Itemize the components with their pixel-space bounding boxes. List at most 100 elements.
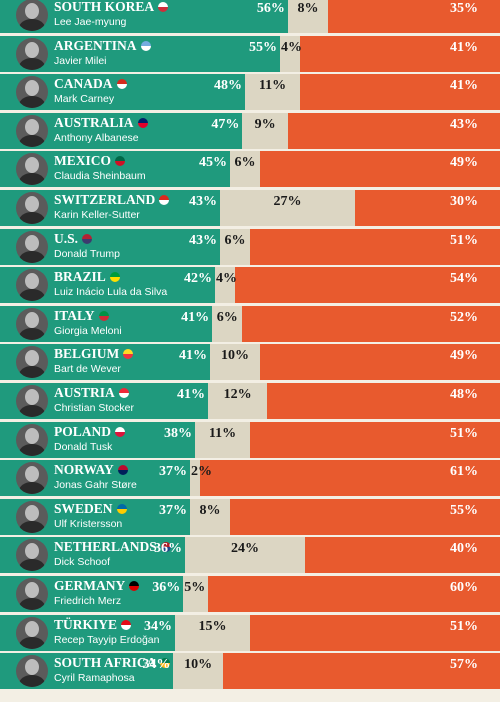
disapprove-value: 30% [450, 194, 478, 209]
chart-row: NORWAY Jonas Gahr Støre 37% 2% 61% [0, 460, 500, 497]
disapprove-bar [230, 498, 500, 535]
leader-avatar [16, 37, 48, 70]
leader-name: Dick Schoof [54, 556, 111, 569]
flag-icon [115, 426, 125, 437]
avatar-head [25, 118, 39, 135]
approve-value: 37% [159, 464, 187, 480]
neutral-value: 9% [254, 116, 276, 132]
country-label: CANADA [54, 76, 127, 92]
neutral-value: 10% [221, 348, 249, 364]
flag-icon [116, 503, 127, 514]
leader-avatar [16, 76, 48, 109]
neutral-bar [175, 614, 250, 651]
country-label: SOUTH KOREA [54, 0, 169, 15]
neutral-value: 6% [224, 232, 246, 248]
flag-icon [117, 465, 128, 476]
country-name: ARGENTINA [54, 37, 137, 53]
avatar-shoulders [19, 57, 45, 70]
avatar-head [25, 80, 39, 97]
chart-row: SOUTH KOREA Lee Jae-myung 56% 8% 35% [0, 0, 500, 33]
country-name: BRAZIL [54, 269, 106, 285]
flag-icon [116, 79, 127, 90]
disapprove-bar [250, 614, 500, 651]
neutral-value: 8% [297, 1, 319, 16]
disapprove-bar [222, 653, 500, 690]
disapprove-value: 51% [450, 425, 478, 441]
country-name: ITALY [54, 307, 95, 323]
leader-name: Claudia Sheinbaum [54, 170, 146, 183]
avatar-shoulders [19, 96, 45, 109]
avatar-head [25, 620, 39, 637]
neutral-bar [185, 537, 305, 574]
leader-name: Cyril Ramaphosa [54, 672, 135, 685]
neutral-bar [215, 267, 235, 304]
approve-value: 41% [176, 387, 205, 402]
neutral-bar [230, 151, 260, 188]
approve-value: 47% [211, 116, 240, 132]
country-label: GERMANY [54, 578, 140, 594]
neutral-bar [220, 190, 355, 226]
neutral-bar [173, 653, 223, 690]
approve-value: 41% [179, 348, 207, 364]
leader-avatar [16, 655, 48, 688]
approve-value: 55% [249, 39, 277, 55]
chart-row: MEXICO Claudia Sheinbaum 45% 6% 49% [0, 151, 500, 188]
country-name: BELGIUM [54, 346, 120, 362]
leader-avatar [16, 307, 48, 340]
leader-name: Anthony Albanese [54, 131, 139, 144]
chart-row: SWITZERLAND Karin Keller-Sutter 43% 27% 30% [0, 190, 500, 226]
disapprove-bar [267, 383, 500, 419]
country-label: TÜRKIYE [54, 617, 132, 633]
disapprove-value: 60% [450, 580, 478, 595]
disapprove-bar [300, 35, 500, 72]
neutral-bar [195, 421, 250, 458]
leader-name: Ulf Kristersson [54, 517, 123, 530]
disapprove-bar [207, 576, 500, 612]
disapprove-bar [355, 190, 500, 226]
chart-row: AUSTRIA Christian Stocker 41% 12% 48% [0, 383, 500, 419]
country-label: NORWAY [54, 462, 128, 478]
flag-icon [158, 2, 169, 12]
flag-icon [160, 658, 171, 669]
disapprove-bar [260, 344, 500, 381]
country-name: MEXICO [54, 153, 111, 169]
approve-value: 38% [164, 425, 192, 441]
avatar-shoulders [19, 598, 45, 610]
neutral-value: 5% [184, 580, 206, 595]
avatar-head [25, 157, 39, 174]
country-name: NORWAY [54, 462, 114, 478]
disapprove-value: 57% [450, 657, 478, 673]
leader-avatar [16, 423, 48, 456]
country-name: CANADA [54, 76, 113, 92]
flag-icon [129, 581, 140, 591]
chart-row: POLAND Donald Tusk 38% 11% 51% [0, 421, 500, 458]
disapprove-bar [300, 74, 500, 111]
disapprove-bar [328, 0, 500, 33]
approve-value: 36% [154, 541, 182, 557]
neutral-bar [207, 383, 268, 419]
approve-value: 48% [214, 78, 242, 94]
leader-name: Giorgia Meloni [54, 324, 122, 337]
avatar-shoulders [19, 443, 45, 456]
avatar-head [25, 427, 39, 444]
neutral-value: 27% [273, 194, 302, 209]
leader-name: Donald Tusk [54, 440, 113, 453]
chart-row: TÜRKIYE Recep Tayyip Erdoğan 34% 15% 51% [0, 614, 500, 651]
leader-avatar [16, 500, 48, 533]
country-name: SWITZERLAND [54, 192, 156, 207]
disapprove-value: 54% [450, 271, 478, 287]
avatar-shoulders [19, 482, 45, 495]
country-name: U.S. [54, 230, 79, 246]
country-name: AUSTRIA [54, 385, 115, 400]
chart-row: BELGIUM Bart de Wever 41% 10% 49% [0, 344, 500, 381]
leader-name: Jonas Gahr Støre [54, 479, 137, 492]
neutral-bar [190, 460, 200, 497]
chart-row: SWEDEN Ulf Kristersson 37% 8% 55% [0, 498, 500, 535]
chart-row: BRAZIL Luiz Inácio Lula da Silva 42% 4% 54% [0, 267, 500, 304]
approve-value: 42% [184, 271, 212, 287]
flag-icon [121, 619, 132, 630]
neutral-bar [280, 35, 300, 72]
disapprove-value: 55% [450, 502, 478, 518]
neutral-value: 8% [199, 502, 221, 518]
